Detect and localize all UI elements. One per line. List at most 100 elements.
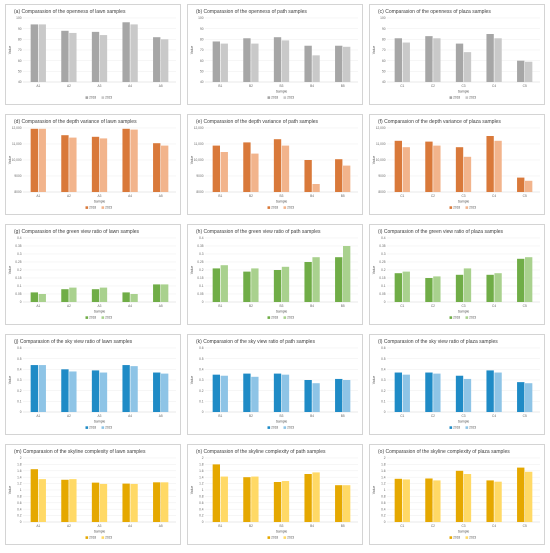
bar-2023-B1 [220,265,228,302]
y-tick-label: 8000 [196,190,203,194]
bar-2023-C4 [494,273,502,302]
chart-svg-b: (b) Comparasion of the openness of path … [190,9,358,100]
y-tick-label: 1.2 [381,482,386,486]
x-tick-label: B2 [249,524,253,528]
x-tick-label: C1 [400,194,404,198]
y-tick-label: 1 [384,488,386,492]
y-tick-label: 0.3 [17,252,22,256]
bar-2018-B4 [304,380,312,412]
y-tick-label: 0.3 [17,378,22,382]
legend-swatch-2018 [449,536,453,539]
bar-2023-C1 [402,374,410,412]
y-tick-label: 0.25 [379,260,385,264]
chart-panel-h: (h) Comparasion of the green view ratio … [187,224,363,325]
bar-2018-B3 [273,139,282,192]
bar-2018-B4 [304,262,312,302]
y-tick-label: 2 [384,456,386,460]
x-tick-label: A4 [128,84,132,88]
y-tick-label: 0.8 [199,495,204,499]
legend-swatch-2023 [283,316,287,319]
chart-svg-f: (f) Comparasion of the depth variance of… [372,119,540,210]
y-tick-label: 0.2 [381,389,386,393]
x-axis-label: Sample [458,420,470,424]
y-tick-label: 40 [382,80,386,84]
x-tick-label: A1 [36,414,40,418]
y-tick-label: 0 [384,300,386,304]
y-tick-label: 60 [382,59,386,63]
chart-panel-a: (a) Comparasion of the openness of lawn … [5,4,181,105]
legend-label: 2023 [105,96,112,100]
x-tick-label: B1 [218,84,222,88]
chart-panel-o: (o) Comparasion of the skyline complexit… [369,444,545,545]
y-tick-label: 9000 [14,174,21,178]
legend-label: 2018 [453,536,460,540]
y-axis-label: Value [8,46,12,55]
y-tick-label: 1.8 [381,463,386,467]
x-tick-label: C4 [492,524,496,528]
y-tick-label: 80 [18,37,22,41]
x-axis-label: Sample [276,530,288,534]
bar-2023-C3 [463,268,472,302]
bar-2018-C3 [455,43,464,82]
y-tick-label: 0.1 [381,399,386,403]
y-tick-label: 0.2 [199,389,204,393]
bar-2018-B4 [304,45,312,82]
bar-2018-C2 [425,141,433,192]
chart-title: (f) Comparasion of the depth variance of… [378,119,501,125]
bar-2023-B4 [312,257,320,302]
bar-2023-C4 [494,38,502,82]
bar-2018-C3 [455,147,464,192]
chart-title: (m) Comparasion of the skyline complexit… [14,449,146,455]
x-tick-label: C4 [492,194,496,198]
x-tick-label: A1 [36,194,40,198]
y-tick-label: 0.4 [199,367,204,371]
x-tick-label: A3 [98,194,102,198]
y-tick-label: 0 [384,410,386,414]
bar-2018-C2 [425,478,433,522]
legend-swatch-2023 [101,426,105,429]
bar-2018-A2 [61,369,69,412]
y-tick-label: 0 [202,300,204,304]
x-tick-label: B3 [280,524,284,528]
y-tick-label: 0.4 [381,507,386,511]
x-tick-label: A2 [67,84,71,88]
x-tick-label: A2 [67,194,71,198]
bar-2018-A1 [30,128,38,192]
bar-2018-C1 [394,372,402,412]
chart-svg-n: (n) Comparasion of the skyline complexit… [190,449,358,540]
chart-svg-e: (e) Comparasion of the depth variance of… [190,119,358,210]
bar-2018-B5 [335,257,343,302]
x-axis-label: Sample [276,90,288,94]
bar-2018-C4 [486,274,494,302]
y-tick-label: 50 [200,69,204,73]
y-tick-label: 12,000 [376,126,386,130]
bar-2018-B1 [212,145,220,192]
y-tick-label: 11,000 [194,142,204,146]
bar-2018-C5 [517,258,525,302]
y-tick-label: 1.2 [17,482,22,486]
y-tick-label: 0.15 [197,276,203,280]
bar-2023-A4 [130,24,138,82]
bar-2023-C4 [494,140,502,192]
y-tick-label: 0.2 [17,268,22,272]
x-tick-label: A4 [128,304,132,308]
legend-label: 2023 [105,426,112,430]
bar-2023-A1 [38,479,46,522]
chart-title: (e) Comparasion of the depth variance of… [196,119,319,125]
y-tick-label: 10,000 [376,158,386,162]
y-tick-label: 50 [382,69,386,73]
y-axis-label: Value [372,46,376,55]
bar-2023-A2 [69,371,77,412]
x-tick-label: C3 [461,84,465,88]
bar-2023-A4 [130,366,138,412]
chart-panel-i: (i) Comparasion of the green view ratio … [369,224,545,325]
y-tick-label: 100 [380,16,386,20]
bar-2023-A2 [69,479,77,522]
y-tick-label: 0.4 [199,236,204,240]
bar-2018-C5 [517,60,525,82]
bar-2018-C4 [486,370,494,412]
y-tick-label: 0.4 [17,367,22,371]
chart-panel-j: (j) Comparasion of the sky view ratio of… [5,334,181,435]
y-tick-label: 0.5 [199,357,204,361]
bar-2023-C5 [525,471,533,522]
